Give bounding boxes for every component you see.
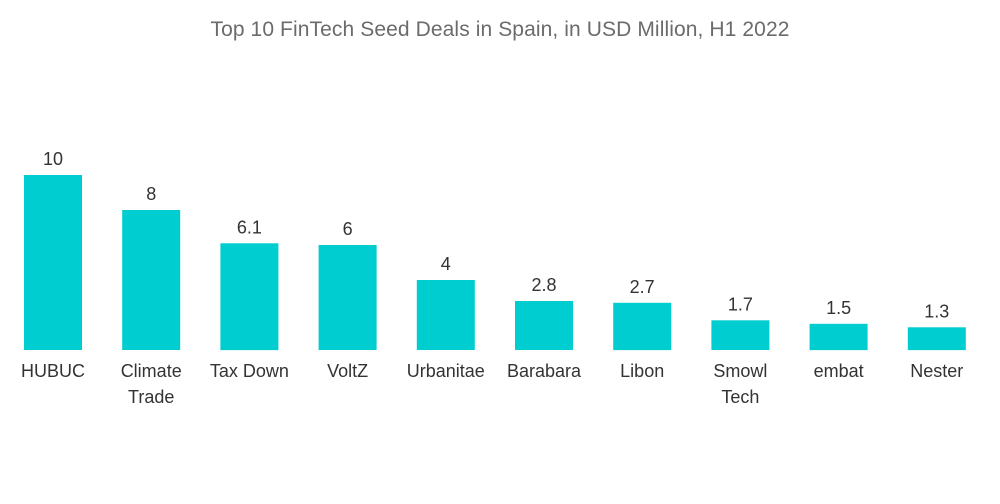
- value-label-3: 6: [343, 219, 353, 239]
- bar-4: [416, 280, 475, 350]
- category-label-8: embat: [814, 361, 864, 381]
- value-label-4: 4: [441, 254, 451, 274]
- category-label-5: Barabara: [507, 361, 582, 381]
- value-label-1: 8: [146, 184, 156, 204]
- category-label-9: Nester: [910, 361, 963, 381]
- value-label-9: 1.3: [924, 301, 949, 321]
- value-label-0: 10: [43, 149, 63, 169]
- bar-0: [24, 175, 82, 350]
- bar-8: [809, 323, 868, 351]
- bar-3: [318, 245, 377, 350]
- value-label-6: 2.7: [630, 277, 655, 297]
- bars-group: [24, 175, 966, 351]
- category-label-0: HUBUC: [21, 361, 85, 381]
- category-label-1: Climate Trade: [121, 361, 182, 407]
- chart-title: Top 10 FinTech Seed Deals in Spain, in U…: [210, 18, 790, 41]
- category-label-3: VoltZ: [327, 361, 368, 381]
- category-label-2: Tax Down: [210, 361, 289, 381]
- category-label-4: Urbanitae: [407, 361, 485, 381]
- value-label-2: 6.1: [237, 217, 262, 237]
- value-labels-group: 10 8 6.1 6 4 2.8 2.7 1.7 1.5 1.3: [43, 149, 949, 321]
- bar-1: [122, 210, 181, 350]
- value-label-5: 2.8: [531, 275, 556, 295]
- value-label-7: 1.7: [728, 294, 753, 314]
- category-label-6: Libon: [620, 361, 664, 381]
- bar-6: [613, 302, 672, 351]
- bar-9: [907, 327, 966, 351]
- value-label-8: 1.5: [826, 298, 851, 318]
- bar-7: [711, 320, 770, 350]
- category-label-7: Smowl Tech: [713, 361, 767, 407]
- bar-5: [515, 301, 573, 350]
- category-labels-group: HUBUC Climate Trade Tax Down VoltZ Urbanitae B…: [21, 361, 963, 407]
- bar-2: [220, 243, 279, 351]
